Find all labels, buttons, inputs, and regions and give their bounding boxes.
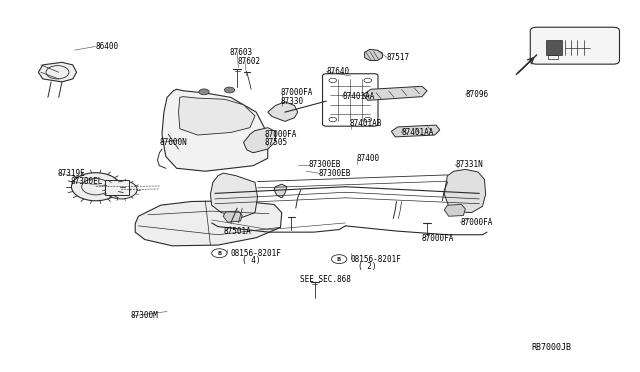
Text: 87602: 87602 xyxy=(237,57,260,66)
Polygon shape xyxy=(392,125,440,137)
Bar xyxy=(546,40,562,55)
Text: 87331N: 87331N xyxy=(455,160,483,169)
Circle shape xyxy=(105,180,137,199)
Bar xyxy=(104,180,129,195)
Text: 87517: 87517 xyxy=(387,53,410,62)
Circle shape xyxy=(332,255,347,263)
Text: 87640: 87640 xyxy=(326,67,349,76)
Circle shape xyxy=(225,87,235,93)
Polygon shape xyxy=(274,184,287,198)
Polygon shape xyxy=(179,97,255,135)
Text: 87000FA: 87000FA xyxy=(460,218,493,227)
Polygon shape xyxy=(162,89,268,171)
Text: 87505: 87505 xyxy=(264,138,288,147)
Polygon shape xyxy=(268,102,298,121)
Polygon shape xyxy=(38,62,77,82)
Circle shape xyxy=(72,173,120,201)
Text: 87501A: 87501A xyxy=(223,227,251,235)
Text: B: B xyxy=(337,257,341,262)
Text: 87300EB: 87300EB xyxy=(308,160,341,169)
Circle shape xyxy=(199,89,209,95)
Text: 08156-8201F: 08156-8201F xyxy=(351,254,401,264)
Text: 08156-8201F: 08156-8201F xyxy=(231,249,282,258)
Text: 87603: 87603 xyxy=(230,48,253,57)
Text: 87319E: 87319E xyxy=(58,169,85,178)
Text: 87000FA: 87000FA xyxy=(422,234,454,243)
Text: 87300EB: 87300EB xyxy=(319,169,351,178)
Text: 87401AA: 87401AA xyxy=(342,92,374,101)
Text: 87401AB: 87401AB xyxy=(350,119,382,128)
Polygon shape xyxy=(211,173,257,217)
Text: 87600N: 87600N xyxy=(159,138,187,147)
Text: SEE SEC.868: SEE SEC.868 xyxy=(300,275,351,283)
Text: 87401AA: 87401AA xyxy=(401,128,434,137)
Text: 87330: 87330 xyxy=(280,97,303,106)
Polygon shape xyxy=(444,169,486,212)
Text: ( 4): ( 4) xyxy=(243,256,260,265)
Polygon shape xyxy=(365,49,383,61)
Text: 86400: 86400 xyxy=(96,42,119,51)
Circle shape xyxy=(212,249,227,258)
Polygon shape xyxy=(223,211,243,222)
Polygon shape xyxy=(444,205,465,216)
FancyBboxPatch shape xyxy=(531,27,620,64)
Polygon shape xyxy=(244,128,275,153)
Text: 87000FA: 87000FA xyxy=(280,89,313,97)
Text: ( 2): ( 2) xyxy=(358,262,377,271)
Text: 87300EL: 87300EL xyxy=(70,177,102,186)
Polygon shape xyxy=(364,86,427,100)
Text: 87096: 87096 xyxy=(465,90,488,99)
Text: 87300M: 87300M xyxy=(130,311,158,320)
Text: B: B xyxy=(217,251,221,256)
Text: RB7000JB: RB7000JB xyxy=(532,343,572,352)
Bar xyxy=(548,55,557,59)
Polygon shape xyxy=(135,201,282,246)
Text: 87000FA: 87000FA xyxy=(264,130,297,139)
Text: 87400: 87400 xyxy=(357,154,380,163)
